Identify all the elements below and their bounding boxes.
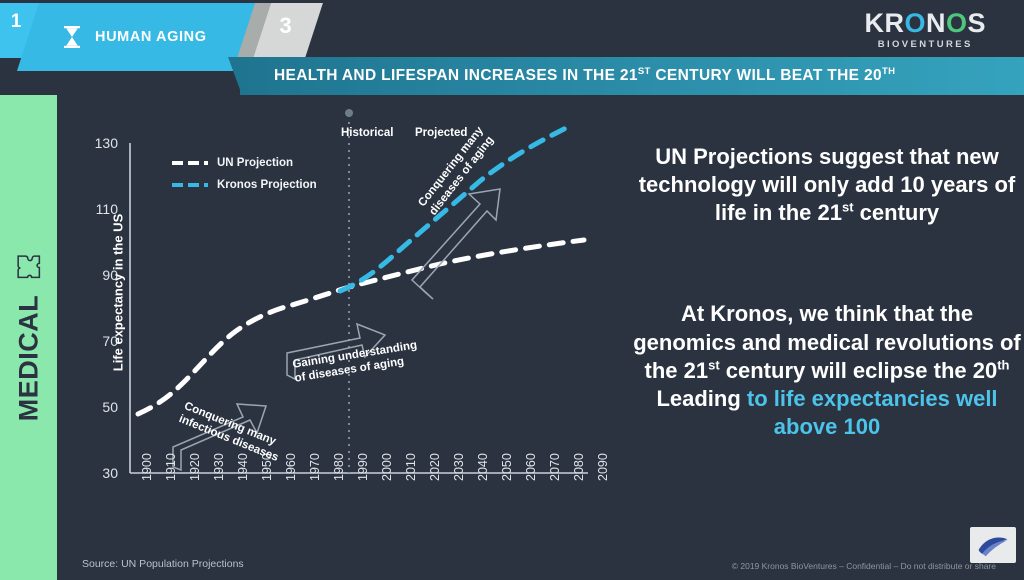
para-2-part-1: At Kronos, we think that the genomics an… [633,301,1021,383]
para-1-part-1: UN Projections suggest that new technolo… [638,144,1016,226]
annotation-arrow-2 [286,322,387,381]
x-tick-2050: 2050 [500,453,514,481]
logo-wordmark: KRONOS [864,10,986,37]
title-banner: HEALTH AND LIFESPAN INCREASES IN THE 21S… [240,57,1024,95]
para-2-part-3: Leading [656,385,747,411]
x-tick-2070: 2070 [548,453,562,481]
legend-swatch-un [172,161,208,165]
x-tick-2010: 2010 [404,453,418,481]
x-tick-2080: 2080 [572,453,586,481]
historical-label: Historical [341,127,394,139]
life-expectancy-chart: 130 110 90 70 50 30 Life expectancy in t… [60,95,630,570]
slide-body: 130 110 90 70 50 30 Life expectancy in t… [57,95,1024,580]
para-2-part-2: century will eclipse the 20 [719,357,998,383]
legend-item-un: UN Projection [172,157,317,169]
y-tick-110: 110 [95,201,118,217]
chart-canvas [129,109,588,474]
page-title: HEALTH AND LIFESPAN INCREASES IN THE 21S… [274,66,895,85]
legend-swatch-kronos [172,183,208,187]
paragraph-un-projections: UN Projections suggest that new technolo… [632,143,1022,227]
series-kronos-projection [337,122,575,294]
legend-label-un: UN Projection [217,157,294,169]
chart-legend: UN Projection Kronos Projection [172,157,317,201]
logo-o-blue: O [904,8,926,38]
hourglass-icon [64,26,80,48]
x-tick-2040: 2040 [476,453,490,481]
x-tick-2090: 2090 [596,453,610,481]
title-part-2: CENTURY WILL BEAT THE 20 [650,67,882,85]
tab-3-number: 3 [279,13,292,38]
kronos-logo: KRONOS BIOVENTURES [864,10,986,50]
y-tick-90: 90 [102,267,118,283]
watermark-logo [970,527,1016,563]
logo-n: N [925,8,946,38]
para-1-sup-st: st [842,199,854,215]
footer-copyright: © 2019 Kronos BioVentures – Confidential… [731,561,996,571]
x-tick-1900: 1900 [140,453,154,481]
x-tick-1940: 1940 [236,453,250,481]
tab-1-human-aging[interactable]: HUMAN AGING [16,3,256,71]
tab-1-label: HUMAN AGING [95,29,207,45]
divider-dot [345,109,353,117]
y-axis-title: Life expectancy in the US [110,213,126,372]
y-tick-130: 130 [94,135,118,151]
para-2-highlight: to life expectancies well above 100 [746,385,998,440]
sidebar-label: MEDICAL [13,294,43,422]
x-tick-1990: 1990 [356,453,370,481]
swoosh-icon [978,537,1008,556]
legend-label-kronos: Kronos Projection [217,179,317,191]
x-tick-1960: 1960 [284,453,298,481]
x-tick-1930: 1930 [212,453,226,481]
logo-subtitle: BIOVENTURES [877,39,973,50]
x-tick-1970: 1970 [308,453,322,481]
paragraph-kronos-view: At Kronos, we think that the genomics an… [632,300,1022,441]
puzzle-piece-icon [17,255,40,279]
chart-source-note: Source: UN Population Projections [82,558,244,570]
logo-s: S [967,8,986,38]
title-part-1: HEALTH AND LIFESPAN INCREASES IN THE 21 [274,67,638,85]
series-un-projection [135,237,587,417]
para-2-sup-st: st [708,357,720,373]
top-header: 2 3 1 HUMAN AGING KRONOS BIOVENTURES [0,0,1024,71]
text-panel: UN Projections suggest that new technolo… [632,143,1022,441]
y-tick-50: 50 [102,399,118,415]
y-tick-70: 70 [102,333,118,349]
para-1-part-2: century [853,200,940,226]
x-tick-2030: 2030 [452,453,466,481]
annotation-arrow-1 [172,403,268,472]
para-2-sup-th: th [997,357,1010,373]
x-tick-2060: 2060 [524,453,538,481]
banner-notch [228,57,242,95]
title-sup-th: TH [881,66,896,78]
y-tick-30: 30 [102,465,118,481]
x-tick-1980: 1980 [332,453,346,481]
x-tick-2000: 2000 [380,453,394,481]
x-tick-1910: 1910 [164,453,178,481]
logo-kr: KR [864,8,905,38]
projected-label: Projected [415,127,468,139]
tab-1-number: 1 [10,11,22,32]
x-tick-1920: 1920 [188,453,202,481]
annotation-arrow-3 [410,188,501,300]
legend-item-kronos: Kronos Projection [172,179,317,191]
logo-o-green: O [945,8,968,38]
x-tick-2020: 2020 [428,453,442,481]
title-sup-st: ST [637,66,651,78]
sidebar-medical[interactable]: MEDICAL [0,95,57,580]
